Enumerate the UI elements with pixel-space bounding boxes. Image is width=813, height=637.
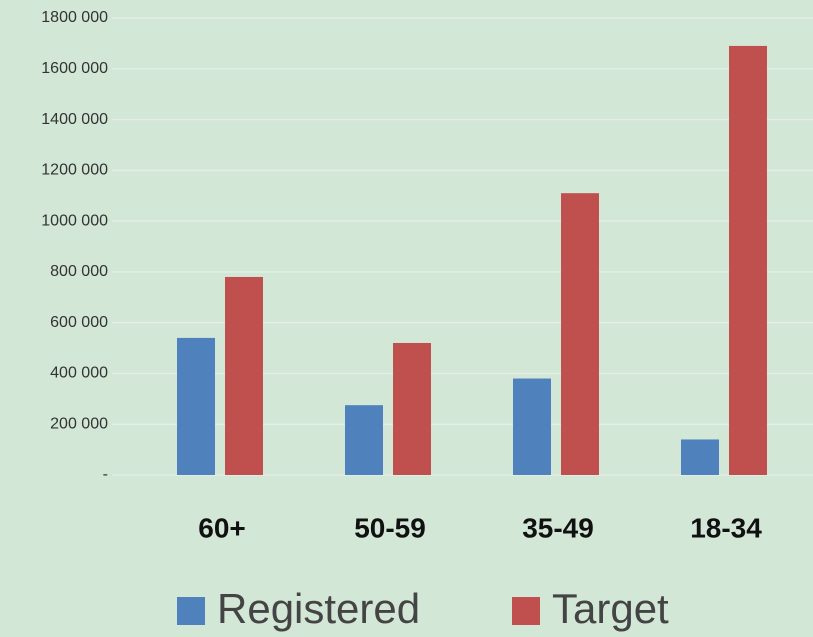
bar	[225, 276, 263, 475]
y-tick-label: 600 000	[50, 314, 108, 331]
legend-swatch	[177, 597, 205, 625]
y-tick-label: -	[103, 466, 108, 483]
x-tick-label: 18-34	[690, 512, 762, 543]
y-tick-label: 1600 000	[41, 60, 108, 77]
x-tick-label: 35-49	[522, 512, 594, 543]
bar	[561, 193, 599, 475]
legend-swatch	[512, 597, 540, 625]
y-tick-label: 1400 000	[41, 111, 108, 128]
bar	[393, 342, 431, 475]
bar	[681, 439, 719, 475]
y-tick-label: 200 000	[50, 415, 108, 432]
bar	[513, 378, 551, 475]
bar	[729, 45, 767, 476]
y-tick-label: 1800 000	[41, 9, 108, 26]
x-tick-label: 50-59	[354, 512, 426, 543]
bar	[345, 405, 383, 475]
x-tick-label: 60+	[198, 512, 246, 543]
legend-label: Registered	[217, 585, 420, 632]
y-tick-label: 1200 000	[41, 162, 108, 179]
legend-label: Target	[552, 585, 669, 632]
y-tick-label: 1000 000	[41, 212, 108, 229]
y-tick-label: 400 000	[50, 365, 108, 382]
bar	[177, 337, 215, 475]
y-tick-label: 800 000	[50, 263, 108, 280]
